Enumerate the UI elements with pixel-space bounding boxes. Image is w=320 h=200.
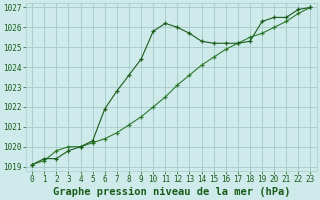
X-axis label: Graphe pression niveau de la mer (hPa): Graphe pression niveau de la mer (hPa) xyxy=(52,186,290,197)
